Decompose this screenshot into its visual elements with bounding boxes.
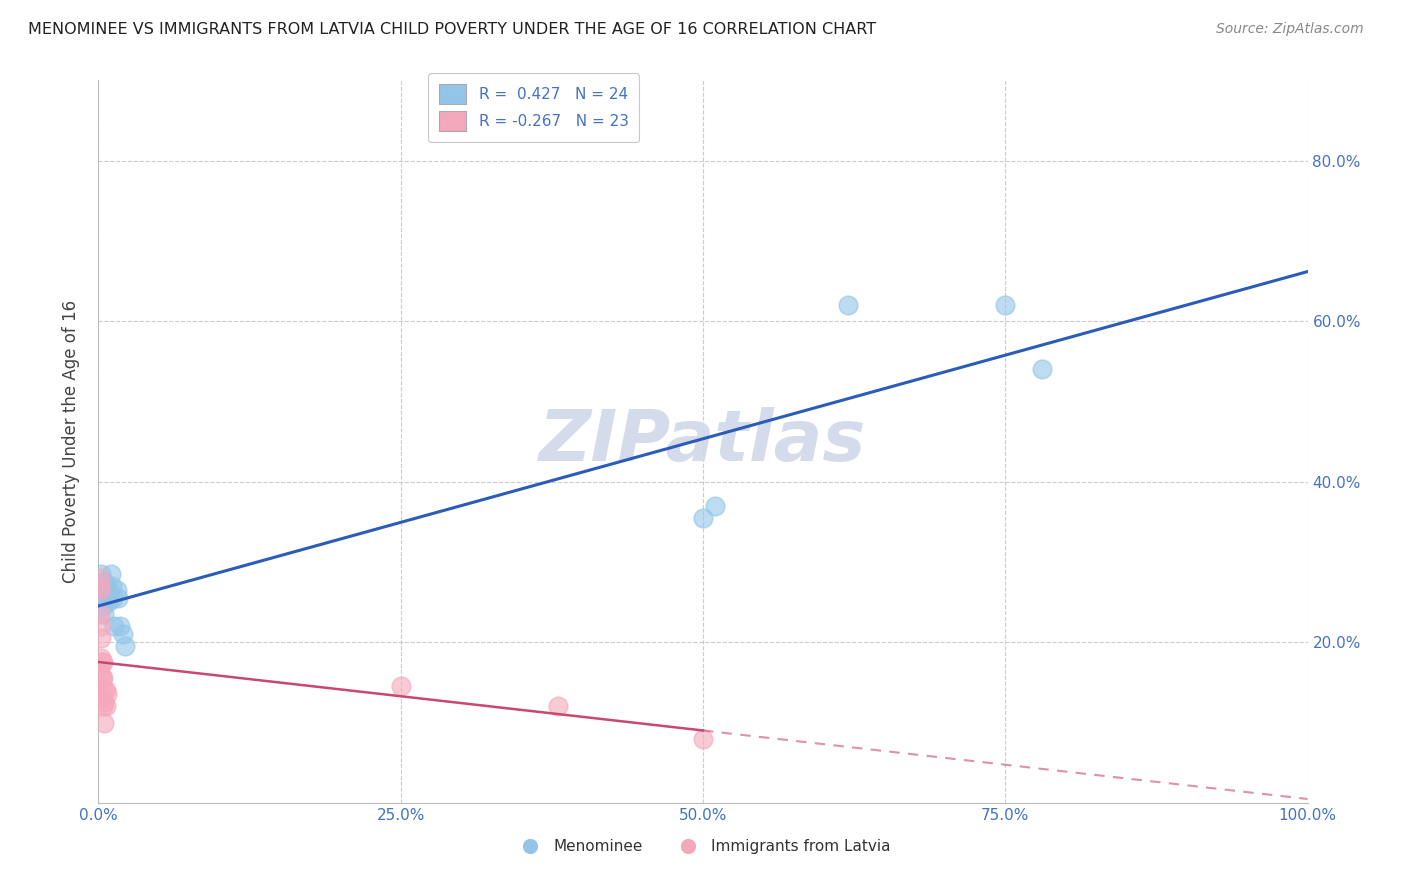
- Point: [90, 632, 112, 646]
- Point: [93, 696, 115, 710]
- Text: ZIPatlas: ZIPatlas: [540, 407, 866, 476]
- Point: [89, 579, 111, 593]
- Point: [93, 574, 115, 589]
- Text: Source: ZipAtlas.com: Source: ZipAtlas.com: [1216, 22, 1364, 37]
- Point: [837, 298, 859, 312]
- Point: [91, 655, 114, 669]
- Point: [108, 619, 131, 633]
- Point: [97, 595, 120, 609]
- Point: [1031, 362, 1053, 376]
- Point: [91, 671, 114, 685]
- Point: [704, 499, 727, 513]
- Point: [93, 715, 115, 730]
- Point: [91, 655, 114, 669]
- Point: [93, 683, 115, 698]
- Point: [100, 567, 122, 582]
- Point: [91, 671, 114, 685]
- Point: [101, 591, 124, 605]
- Point: [94, 683, 117, 698]
- Point: [91, 583, 114, 598]
- Point: [105, 583, 128, 598]
- Point: [96, 579, 118, 593]
- Point: [91, 691, 114, 706]
- Point: [89, 607, 111, 621]
- Point: [96, 687, 118, 701]
- Y-axis label: Child Poverty Under the Age of 16: Child Poverty Under the Age of 16: [62, 300, 80, 583]
- Point: [107, 591, 129, 605]
- Point: [103, 619, 125, 633]
- Point: [547, 699, 569, 714]
- Point: [100, 579, 122, 593]
- Point: [90, 651, 112, 665]
- Point: [90, 619, 112, 633]
- Point: [692, 510, 714, 524]
- Legend: Menominee, Immigrants from Latvia: Menominee, Immigrants from Latvia: [509, 833, 897, 860]
- Point: [91, 699, 114, 714]
- Point: [114, 639, 136, 653]
- Point: [111, 627, 134, 641]
- Point: [94, 591, 117, 605]
- Point: [94, 699, 117, 714]
- Point: [89, 571, 111, 585]
- Point: [389, 680, 412, 694]
- Point: [90, 567, 112, 582]
- Point: [93, 607, 115, 621]
- Point: [90, 667, 112, 681]
- Point: [994, 298, 1017, 312]
- Point: [91, 587, 114, 601]
- Point: [692, 731, 714, 746]
- Point: [98, 587, 121, 601]
- Point: [89, 583, 111, 598]
- Text: MENOMINEE VS IMMIGRANTS FROM LATVIA CHILD POVERTY UNDER THE AGE OF 16 CORRELATIO: MENOMINEE VS IMMIGRANTS FROM LATVIA CHIL…: [28, 22, 876, 37]
- Point: [91, 599, 114, 614]
